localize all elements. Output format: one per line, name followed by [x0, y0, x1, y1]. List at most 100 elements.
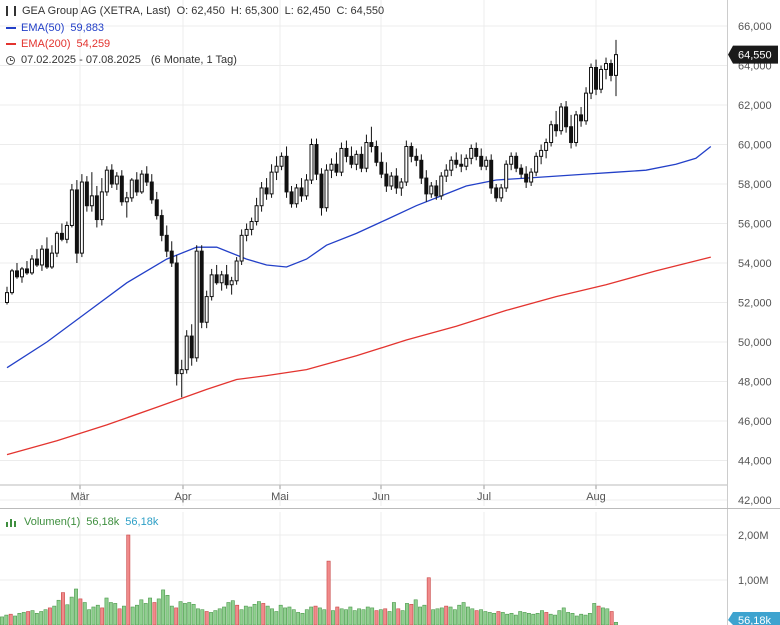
candle [464, 154, 469, 171]
volume-bar [130, 606, 135, 625]
candle [29, 255, 34, 275]
candle [349, 146, 354, 169]
candle [344, 140, 349, 163]
volume-bar [174, 607, 179, 625]
volume-bar [213, 610, 218, 625]
candle-body-up [79, 181, 84, 254]
candle-body-up [104, 169, 109, 193]
month-label: Aug [586, 491, 606, 503]
candle-body-down [264, 187, 269, 195]
volume-bar [474, 610, 479, 625]
volume-bar [21, 612, 26, 625]
candle [329, 158, 334, 179]
volume-bar [487, 612, 492, 625]
candle-body-down [144, 173, 149, 183]
candle [429, 182, 434, 198]
candle [74, 180, 79, 263]
volume-bar [483, 611, 488, 625]
volume-bar [418, 606, 422, 625]
candle-body-up [89, 195, 94, 207]
candle-body-down [409, 145, 414, 157]
month-label: Mär [71, 491, 90, 503]
volume-bar [56, 599, 61, 625]
instrument-title: GEA Group AG (XETRA, Last) [22, 5, 171, 17]
volume-bar [535, 612, 540, 625]
candle-body-down [374, 145, 379, 163]
candle [324, 164, 329, 212]
candle-body-down [189, 335, 194, 359]
candle-body-down [579, 114, 584, 122]
volume-bar [544, 612, 549, 625]
volume-bar [317, 607, 322, 625]
candle [549, 120, 554, 147]
volume-bar [291, 609, 296, 625]
volume-bar [95, 604, 100, 625]
candle-body-up [444, 169, 449, 177]
candle [419, 154, 424, 184]
candle [434, 180, 439, 200]
volume-bar [609, 611, 614, 625]
candle-body-down [479, 155, 484, 167]
candle-body-up [354, 153, 359, 165]
volume-bar [413, 599, 418, 625]
candle [399, 178, 404, 196]
candle-body-up [389, 175, 394, 187]
candle-body-down [159, 215, 164, 236]
candle [444, 164, 449, 183]
volume-bar [452, 609, 457, 625]
volume-bar [479, 609, 483, 625]
candle-body-up [239, 234, 244, 262]
candle-body-up [309, 144, 314, 181]
candle [414, 148, 419, 167]
candle-body-up [534, 155, 539, 173]
volume-bar [126, 534, 131, 625]
candle-body-down [424, 177, 429, 195]
candle-body-down [44, 248, 49, 268]
last-price-tag [728, 45, 778, 64]
candle-body-down [594, 66, 599, 90]
candle [554, 110, 559, 137]
volume-bar [178, 601, 183, 625]
range-detail: (6 Monate, 1 Tag) [150, 54, 237, 66]
volume-label: Volumen(1) [24, 516, 81, 528]
clock-icon [6, 55, 15, 65]
candle-body-down [94, 195, 99, 221]
candle-body-up [364, 142, 369, 169]
candle [254, 197, 259, 226]
volume-bar [383, 608, 388, 625]
volume-bar [165, 594, 170, 625]
candle-body-down [554, 124, 559, 132]
candle-body-down [489, 159, 494, 189]
volume-bar [135, 604, 139, 625]
volume-bar [374, 610, 379, 625]
candle [484, 156, 489, 171]
candle-body-up [324, 169, 329, 209]
candle [374, 140, 379, 167]
range-legend: 07.02.2025 - 07.08.2025 (6 Monate, 1 Tag… [6, 54, 237, 66]
candle-body-up [5, 292, 9, 303]
candle-body-up [54, 232, 59, 254]
candle [149, 174, 154, 204]
volume-bar [91, 606, 96, 625]
ema200-line [6, 256, 711, 456]
candle-body-up [599, 68, 604, 90]
volume-bar [391, 602, 396, 625]
price-tick-label: 46,000 [738, 416, 772, 428]
volume-bar [256, 601, 261, 625]
volume-bar [500, 612, 505, 625]
volume-bar [8, 613, 13, 625]
volume-bar [265, 605, 270, 625]
candle [379, 152, 384, 179]
ema200-legend: EMA(200) 54,259 [6, 38, 110, 50]
volume-bar [444, 605, 449, 625]
candle [489, 154, 494, 194]
candle-body-down [134, 179, 139, 193]
candle-body-up [429, 185, 434, 195]
candle [169, 241, 174, 267]
volume-bar [531, 613, 536, 625]
candle [369, 126, 374, 153]
volume-bar [518, 611, 523, 625]
volume-bar [461, 602, 466, 625]
